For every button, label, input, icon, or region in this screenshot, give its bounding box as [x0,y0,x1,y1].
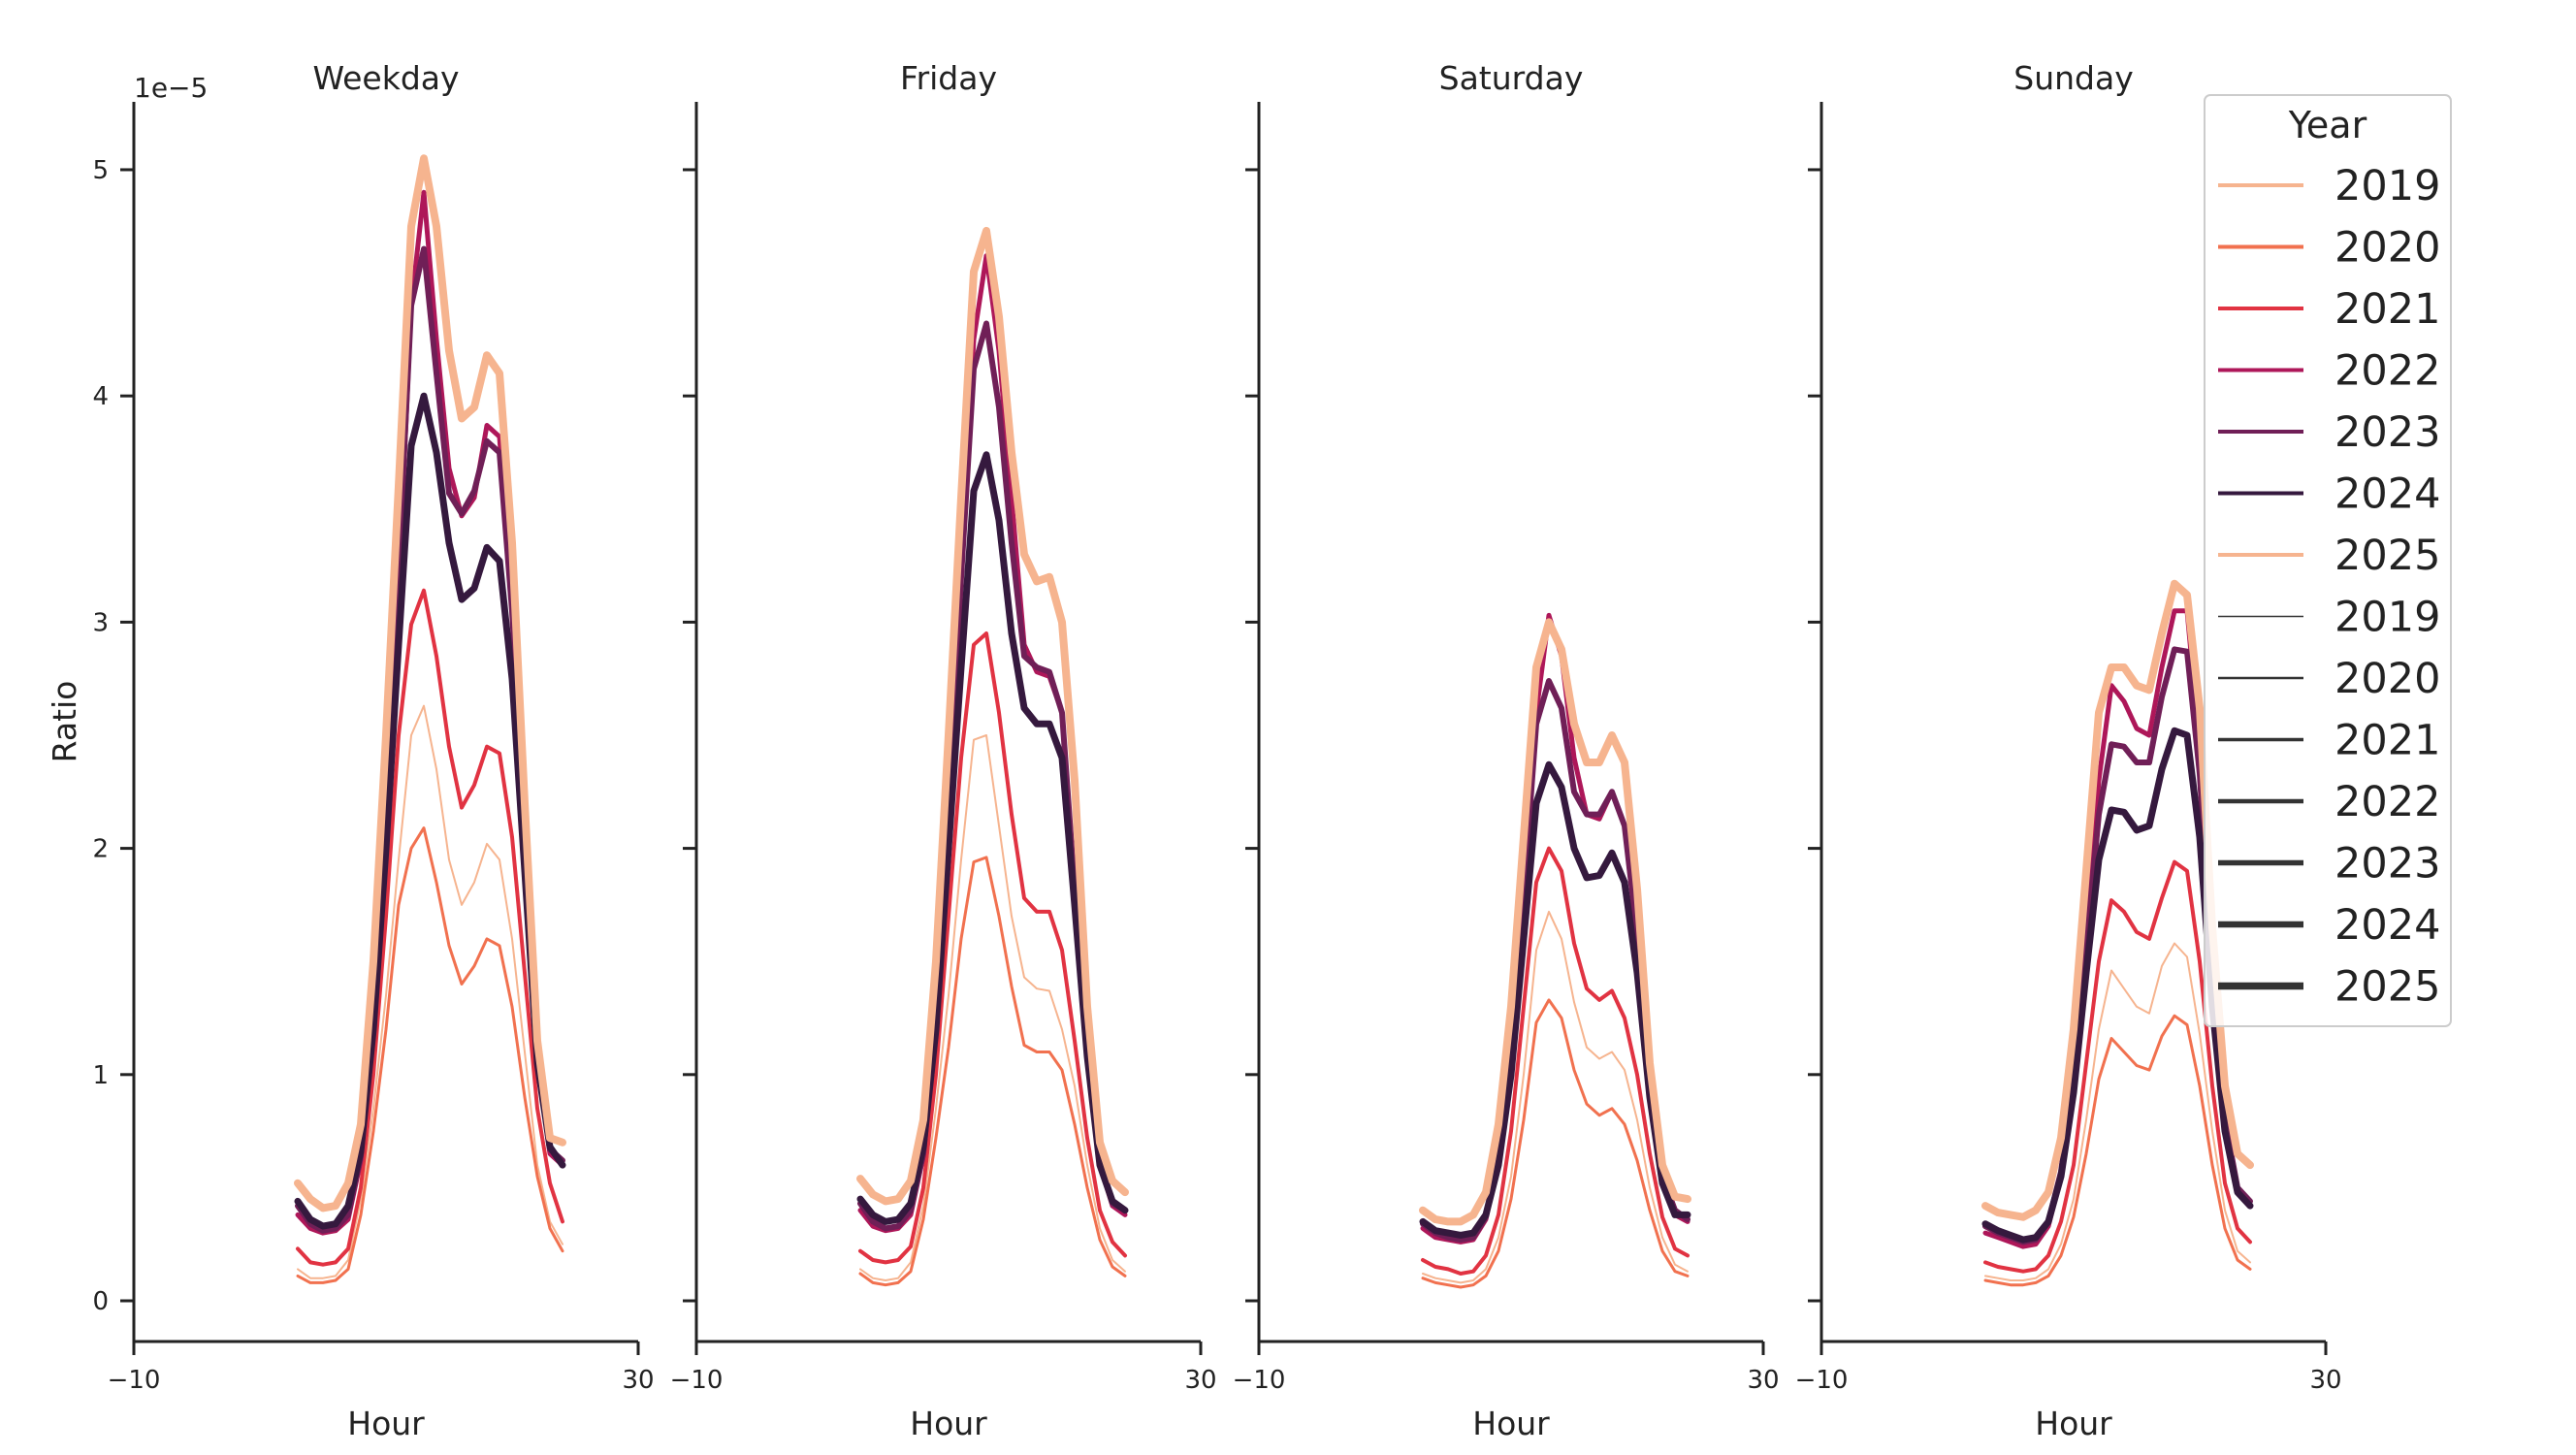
legend-item-size-2024: 2024 [2218,901,2440,950]
legend-item-size-2023: 2023 [2218,840,2440,889]
y-tick-label: 0 [92,1287,109,1316]
x-axis-label: Hour [2035,1405,2112,1442]
y-tick-label: 5 [92,156,109,185]
y-tick-label: 1 [92,1061,109,1090]
series-line-2019 [1984,942,2251,1281]
y-tick-label: 3 [92,608,109,637]
series-line-2021 [858,631,1127,1265]
panel-title: Sunday [2013,59,2133,97]
legend-item-hue-2023: 2023 [2218,408,2440,457]
legend-item-size-2020: 2020 [2218,655,2440,703]
x-tick-label: −10 [1233,1366,1286,1395]
panel-title: Friday [900,59,997,97]
x-axis-label: Hour [910,1405,987,1442]
panel-weekday: Weekday 0 1 2 3 4 5 −10 30 Hour [92,59,654,1442]
x-tick-label: −10 [1795,1366,1849,1395]
series-line-2024 [1419,760,1691,1239]
legend-item-size-2022: 2022 [2218,778,2440,826]
legend-item-hue-2020: 2020 [2218,224,2440,273]
legend-label: 2020 [2334,655,2440,703]
legend-item-hue-2025: 2025 [2218,532,2440,580]
legend-label: 2021 [2334,717,2440,765]
series-line-2025 [856,226,1129,1206]
x-axis-label: Hour [347,1405,425,1442]
x-tick-label: 30 [1747,1366,1779,1395]
series-line-2020 [858,856,1127,1287]
series-line-2025 [1419,618,1691,1226]
series-line-2020 [1983,1014,2252,1287]
series-line-2021 [296,588,564,1267]
series-line-2021 [1421,846,1690,1276]
legend-item-size-2019: 2019 [2218,594,2440,642]
legend-label: 2025 [2334,963,2440,1012]
legend-item-size-2021: 2021 [2218,717,2440,765]
x-tick-label: 30 [622,1366,654,1395]
x-axis-label: Hour [1472,1405,1550,1442]
legend: Year 2019 2020 2021 2022 2023 2024 2025 2019 2020… [2204,94,2452,1027]
legend-label: 2024 [2334,470,2440,519]
legend-label: 2023 [2334,408,2440,457]
y-tick-label: 4 [92,382,109,411]
legend-label: 2022 [2334,778,2440,826]
x-tick-label: −10 [108,1366,161,1395]
legend-label: 2025 [2334,532,2440,580]
series-line-2023 [1420,678,1690,1244]
legend-title: Year [2288,104,2367,146]
x-tick-label: 30 [2309,1366,2341,1395]
legend-item-hue-2019: 2019 [2218,162,2440,210]
series-line-2024 [294,392,566,1230]
legend-item-hue-2021: 2021 [2218,285,2440,334]
series-line-2019 [859,734,1126,1281]
y-axis-label: Ratio [46,681,83,763]
legend-label: 2020 [2334,224,2440,273]
x-tick-label: 30 [1184,1366,1216,1395]
legend-item-hue-2024: 2024 [2218,470,2440,519]
y-tick-label: 2 [92,835,109,864]
series-line-2025 [294,154,566,1212]
legend-label: 2024 [2334,901,2440,950]
legend-item-hue-2022: 2022 [2218,347,2440,396]
panel-title: Weekday [312,59,459,97]
legend-box [2204,94,2452,1027]
series-line-2020 [1421,998,1690,1289]
series-line-2019 [297,704,564,1279]
legend-label: 2023 [2334,840,2440,889]
y-offset-label: 1e−5 [134,72,208,104]
series-line-2019 [1422,910,1689,1284]
panel-title: Saturday [1439,59,1584,97]
legend-label: 2022 [2334,347,2440,396]
legend-item-size-2025: 2025 [2218,963,2440,1012]
series-line-2022 [857,253,1128,1234]
legend-label: 2019 [2334,162,2440,210]
x-tick-label: −10 [670,1366,724,1395]
panel-saturday: Saturday −10 30 Hour [1233,59,1780,1442]
series-line-2020 [296,826,564,1284]
legend-label: 2021 [2334,285,2440,334]
legend-label: 2019 [2334,594,2440,642]
series-line-2024 [856,451,1129,1225]
panel-friday: Friday −10 30 Hour [670,59,1217,1442]
